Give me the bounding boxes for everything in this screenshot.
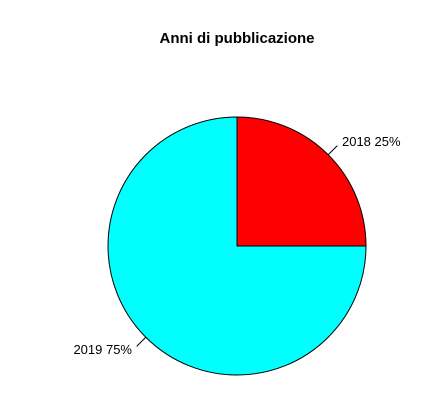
chart-title: Anni di pubblicazione [160, 30, 315, 47]
pie-leader-line-2019 [136, 336, 147, 347]
pie-slices [107, 116, 367, 376]
pie-leader-line-2018 [327, 145, 338, 156]
pie-label-2018: 2018 25% [342, 134, 401, 149]
pie-labels: 2018 25% 2019 75% [73, 134, 401, 357]
pie-slice-2018 [236, 116, 367, 247]
pie-label-2019: 2019 75% [73, 342, 132, 357]
pie-slice-2019 [107, 116, 367, 376]
